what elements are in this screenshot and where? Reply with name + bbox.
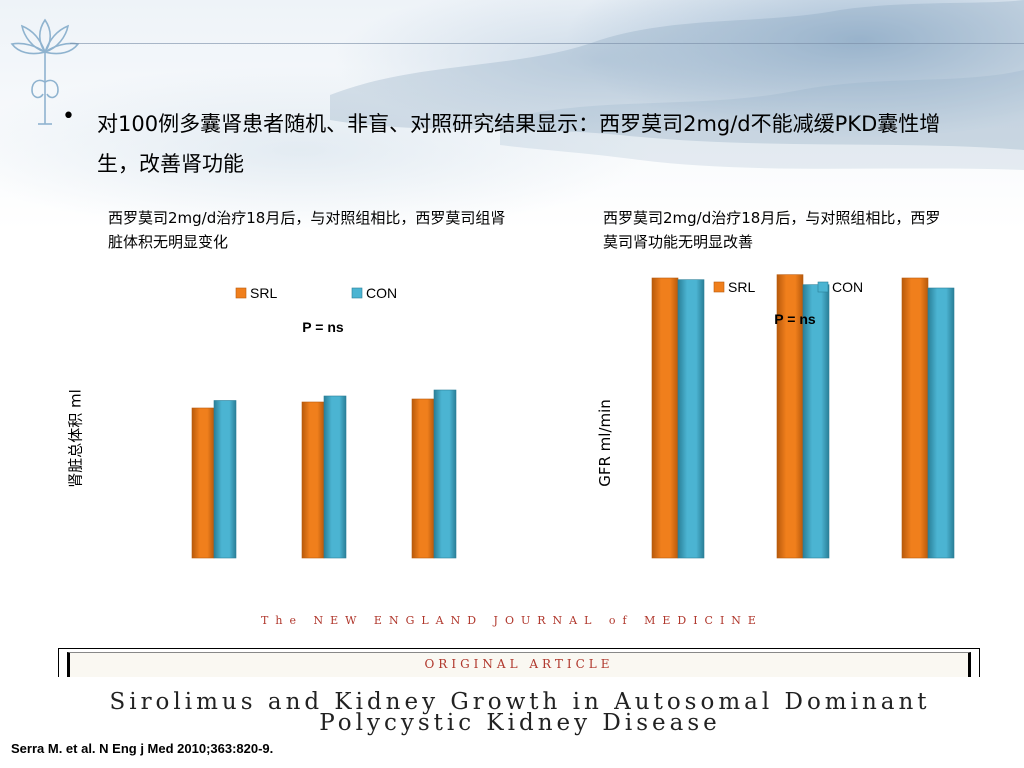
gfr-chart: SRL CON P = ns — [651, 274, 955, 559]
bar-con-3 — [433, 389, 457, 559]
bar-con-1 — [213, 400, 237, 559]
legend-label-srl: SRL — [250, 285, 277, 301]
left-chart-caption: 西罗莫司2mg/d治疗18月后，与对照组相比，西罗莫司组肾脏体积无明显变化 — [108, 209, 506, 251]
article-type: ORIGINAL ARTICLE — [424, 657, 614, 671]
kidney-volume-axis-label: 肾脏总体积 ml — [66, 389, 85, 488]
citation: Serra M. et al. N Eng j Med 2010;363:820… — [11, 741, 274, 756]
gfr-axis-label: GFR ml/min — [596, 399, 614, 487]
legend-swatch-con — [351, 287, 363, 299]
legend-label-con: CON — [366, 285, 397, 301]
p-value-annotation: P = ns — [302, 319, 344, 335]
article-banner: ORIGINAL ARTICLE — [58, 648, 980, 677]
lotus-kidney-logo — [10, 18, 80, 125]
bullet-dot: • — [62, 104, 75, 129]
background-sky — [0, 0, 1024, 230]
legend-swatch-con — [817, 281, 829, 293]
legend-label-con: CON — [832, 279, 863, 295]
header-rule — [70, 43, 1024, 44]
bar-con-2 — [802, 284, 830, 559]
bar-srl-2 — [301, 401, 325, 559]
bar-srl-1 — [191, 407, 215, 559]
bar-con-3 — [927, 287, 955, 559]
bar-srl-3 — [411, 398, 435, 559]
journal-name: The NEW ENGLAND JOURNAL of MEDICINE — [261, 614, 763, 627]
bar-con-1 — [677, 279, 705, 559]
bar-con-2 — [323, 395, 347, 559]
paper-title: Sirolimus and Kidney Growth in Autosomal… — [109, 689, 931, 736]
legend-swatch-srl — [235, 287, 247, 299]
right-chart-caption: 西罗莫司2mg/d治疗18月后，与对照组相比，西罗莫司肾功能无明显改善 — [603, 209, 941, 251]
background-hills — [330, 0, 1024, 170]
kidney-volume-chart: SRL CON P = ns — [191, 285, 457, 559]
p-value-annotation: P = ns — [774, 311, 816, 327]
legend-label-srl: SRL — [728, 279, 755, 295]
legend-swatch-srl — [713, 281, 725, 293]
bar-srl-3 — [901, 277, 929, 559]
slide-heading: 对100例多囊肾患者随机、非盲、对照研究结果显示：西罗莫司2mg/d不能减缓PK… — [97, 112, 941, 176]
bar-srl-1 — [651, 277, 679, 559]
